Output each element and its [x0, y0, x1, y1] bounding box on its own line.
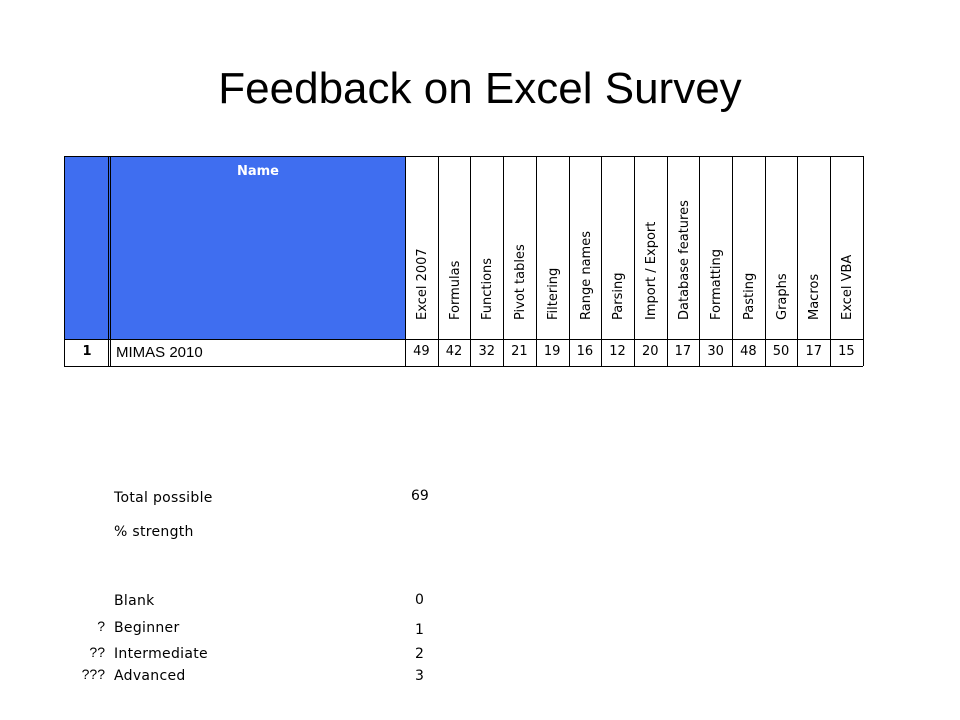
table-hline	[64, 366, 863, 367]
row-value: 30	[707, 344, 724, 359]
row-number: 1	[82, 344, 92, 359]
legend-label: Advanced	[114, 668, 186, 684]
table-vline	[568, 156, 570, 366]
legend-value: 0	[415, 592, 424, 608]
table-vline	[405, 156, 406, 366]
table-vline	[470, 156, 472, 366]
table-vline	[64, 156, 65, 366]
table-vline	[666, 156, 668, 366]
legend-value: 3	[415, 668, 424, 684]
row-value: 15	[838, 344, 855, 359]
legend-mark: ?	[97, 618, 105, 634]
name-column-header: Name	[236, 164, 279, 179]
column-header-label: Parsing	[611, 272, 627, 320]
column-header-label: Database features	[676, 200, 692, 320]
table-vline	[797, 156, 799, 366]
column-header-label: Import / Export	[643, 221, 659, 320]
column-header-label: Formulas	[447, 260, 463, 320]
table-vline	[601, 156, 603, 366]
table-vline	[437, 156, 439, 366]
legend-label: Beginner	[114, 620, 180, 636]
column-header-label: Functions	[480, 257, 496, 320]
column-header-label: Graphs	[774, 273, 790, 320]
column-header-label: Pasting	[742, 272, 757, 320]
table-vline	[110, 156, 111, 366]
table-vline	[862, 156, 864, 366]
column-header-label: Excel 2007	[415, 248, 430, 320]
row-value: 16	[576, 344, 594, 359]
row-value: 32	[478, 344, 495, 359]
legend-label: Intermediate	[114, 646, 208, 662]
row-value: 42	[445, 344, 463, 359]
summary-label: Total possible	[114, 490, 213, 506]
legend-label: Blank	[114, 593, 155, 609]
table-vline	[699, 156, 701, 366]
row-value: 19	[543, 344, 561, 359]
legend-value: 2	[415, 646, 424, 662]
table-vline	[535, 156, 537, 366]
column-header-label: Excel VBA	[840, 254, 856, 320]
row-value: 12	[609, 344, 626, 359]
legend-value: 1	[415, 622, 424, 638]
column-header-label: Pivot tables	[513, 244, 529, 320]
table-hline	[64, 156, 863, 157]
legend-mark: ???	[81, 666, 105, 682]
table-vline	[764, 156, 766, 366]
row-name: MIMAS 2010	[116, 344, 203, 361]
row-value: 48	[740, 344, 757, 359]
row-value: 49	[413, 344, 430, 359]
row-value: 17	[674, 344, 692, 359]
summary-value: 69	[411, 488, 429, 504]
table-vline	[633, 156, 635, 366]
summary-label: % strength	[114, 524, 194, 540]
legend-mark: ??	[89, 644, 105, 660]
row-value: 20	[641, 344, 659, 359]
column-header-label: Macros	[807, 273, 823, 320]
table-vline	[503, 156, 505, 366]
row-number-header-fill	[64, 156, 110, 339]
table-vline	[830, 156, 832, 366]
row-value: 50	[772, 344, 790, 359]
row-value: 17	[805, 344, 822, 359]
name-header-fill	[110, 156, 405, 339]
table-vline	[732, 156, 733, 366]
column-header-label: Range names	[578, 231, 594, 320]
table-vline	[108, 156, 109, 366]
slide-title: Feedback on Excel Survey	[218, 64, 742, 113]
column-header-label: Filtering	[545, 267, 561, 320]
column-header-label: Formatting	[709, 248, 725, 320]
row-value: 21	[511, 344, 528, 359]
table-hline	[64, 339, 863, 340]
